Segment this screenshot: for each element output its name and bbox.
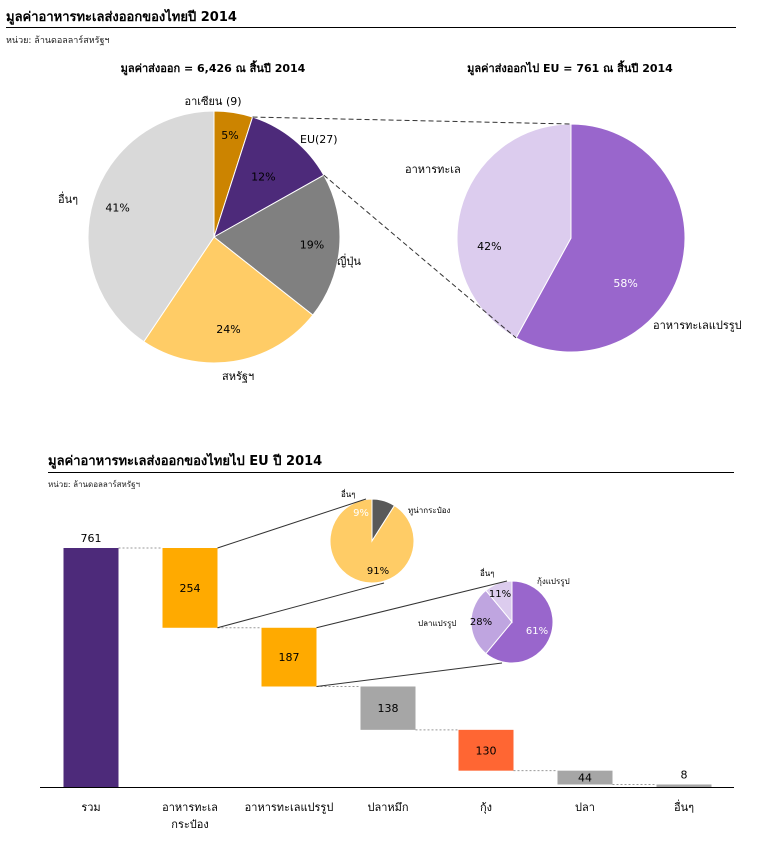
waterfall-bar-4	[458, 729, 514, 771]
pie1-pct-eu: 12%	[251, 170, 275, 183]
waterfall-bar-5	[557, 770, 613, 785]
pie-connector-bottom	[323, 174, 517, 339]
pie1-label-japan: ญี่ปุ่น	[337, 253, 361, 268]
pie1-slice-others	[87, 110, 215, 343]
waterfall-category-1: อาหารทะเล	[162, 801, 218, 814]
pie2-pct-seafood: 42%	[477, 240, 501, 253]
pie1-pct-usa: 24%	[216, 323, 240, 336]
pie1-pct-asean: 5%	[221, 129, 238, 142]
pie2-label-processed: อาหารทะเลแปรรูป	[653, 319, 742, 332]
waterfall-category-2: อาหารทะเลแปรรูป	[245, 801, 334, 814]
pie3-slice-canned_tuna	[329, 498, 415, 584]
waterfall-category-0: รวม	[81, 801, 100, 814]
waterfall-value-2: 187	[279, 651, 300, 664]
pie4-slice-proc_shrimp	[485, 580, 554, 664]
pie-connector-top	[252, 116, 572, 125]
pie4-connector-top	[316, 580, 508, 629]
waterfall-category-1-line1: กระป๋อง	[171, 818, 208, 831]
waterfall-value-0: 761	[81, 532, 102, 545]
waterfall-value-4: 130	[476, 744, 497, 757]
pie1-title: มูลค่าส่งออก = 6,426 ณ สิ้นปี 2014	[121, 60, 306, 76]
waterfall-value-5: 44	[578, 771, 592, 784]
pie3-label-other: อื่นๆ	[341, 488, 356, 499]
pie1-label-usa: สหรัฐฯ	[222, 370, 254, 383]
waterfall-value-6: 8	[681, 768, 688, 781]
pie1-slice-japan	[213, 174, 341, 316]
pie2-label-seafood: อาหารทะเล	[405, 163, 461, 176]
pie4-pct-fish: 28%	[470, 617, 492, 628]
pie4-connector-bottom	[316, 662, 503, 687]
waterfall-value-3: 138	[378, 702, 399, 715]
pie1-slice-usa	[143, 236, 314, 364]
pie2-title: มูลค่าส่งออกไป EU = 761 ณ สิ้นปี 2014	[467, 60, 673, 76]
pie3-pct-other: 9%	[353, 508, 369, 519]
pie1-label-eu: EU(27)	[300, 133, 338, 146]
title-divider	[6, 27, 736, 28]
pie1-label-asean: อาเซียน (9)	[184, 95, 241, 108]
waterfall-bar-3	[360, 686, 416, 730]
section2-unit-note: หน่วย: ล้านดอลลาร์สหรัฐฯ	[48, 480, 140, 489]
waterfall-value-1: 254	[180, 582, 201, 595]
pie3-connector-top	[217, 498, 367, 549]
waterfall-category-6: อื่นๆ	[674, 799, 694, 814]
pie4-pct-shrimp: 61%	[526, 626, 548, 637]
waterfall-bar-1	[162, 548, 218, 628]
unit-note: หน่วย: ล้านดอลลาร์สหรัฐฯ	[6, 36, 110, 46]
section2-title: มูลค่าอาหารทะเลส่งออกของไทยไป EU ปี 2014	[48, 454, 323, 469]
waterfall-category-3: ปลาหมึก	[367, 801, 408, 814]
section2-divider	[48, 472, 734, 473]
pie1-slice-eu	[213, 116, 325, 239]
waterfall-category-5: ปลา	[575, 801, 595, 814]
pie3-label-tuna: ทูน่ากระป๋อง	[408, 506, 451, 516]
pie4-label-shrimp: กุ้งแปรรูป	[537, 577, 570, 587]
waterfall-bar-2	[261, 627, 317, 687]
pie1-label-others: อื่นๆ	[58, 191, 78, 206]
pie2-pct-processed: 58%	[613, 277, 637, 290]
waterfall-category-4: กุ้ง	[480, 801, 492, 814]
pie1-pct-others: 41%	[105, 202, 129, 215]
pie2-slice-processed_eu	[515, 123, 686, 353]
pie3-connector-bottom	[217, 582, 385, 629]
pie4-label-other: อื่นๆ	[480, 567, 495, 578]
pie3-pct-tuna: 91%	[367, 566, 389, 577]
pie2-slice-seafood_eu	[456, 123, 572, 339]
main-title: มูลค่าอาหารทะเลส่งออกของไทยปี 2014	[6, 10, 237, 25]
waterfall-bar-0	[63, 548, 119, 787]
pie4-slice-proc_fish	[470, 589, 513, 655]
pie1-pct-japan: 19%	[300, 239, 324, 252]
waterfall-bar-6	[656, 784, 712, 787]
pie4-pct-other: 11%	[489, 589, 511, 600]
pie4-label-fish: ปลาแปรรูป	[418, 619, 456, 629]
